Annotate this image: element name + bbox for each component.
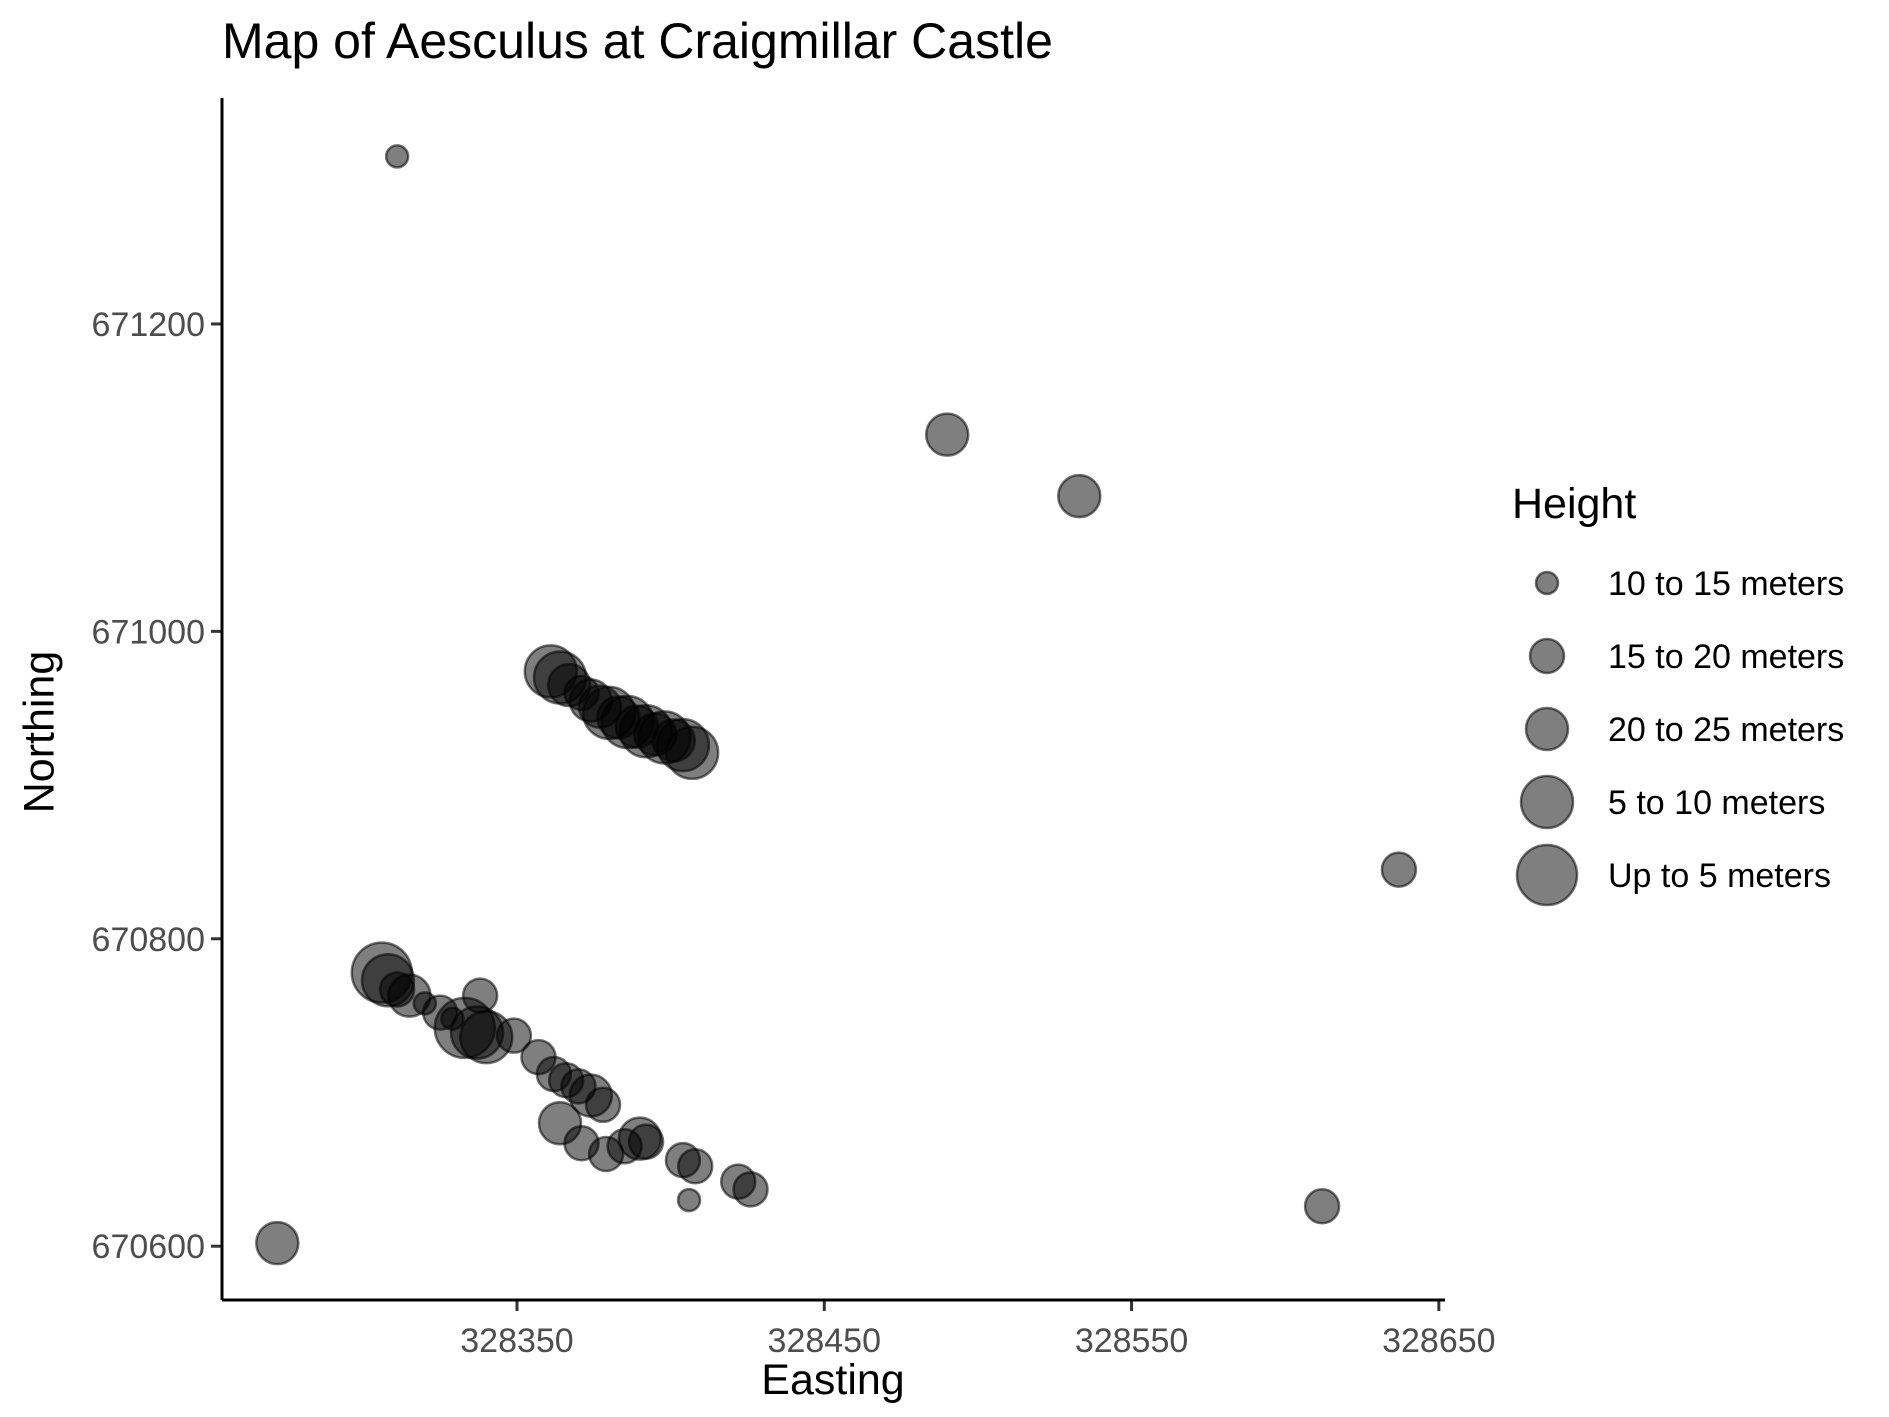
- y-tick-label: 670600: [92, 1228, 205, 1266]
- legend-key: [1524, 706, 1570, 752]
- data-point: [1303, 1187, 1341, 1225]
- legend-key: [1519, 774, 1575, 830]
- legend-key: [1515, 843, 1579, 907]
- x-tick-label: 328450: [768, 1322, 881, 1360]
- data-point: [255, 1220, 300, 1266]
- data-point: [384, 144, 410, 169]
- legend-label: 15 to 20 meters: [1608, 638, 1844, 676]
- data-point: [1380, 851, 1418, 888]
- x-tick-label: 328650: [1382, 1322, 1495, 1360]
- y-tick-label: 671000: [92, 613, 205, 651]
- y-axis-title: Northing: [15, 650, 64, 814]
- chart-title: Map of Aesculus at Craigmillar Castle: [222, 13, 1053, 69]
- legend-label: 10 to 15 meters: [1608, 565, 1844, 603]
- data-point: [461, 977, 499, 1014]
- ticks-layer: 328350 328450 328550 328650 670600 670800 6710…: [92, 306, 1496, 1360]
- legend-title: Height: [1512, 480, 1637, 528]
- points-layer: [255, 144, 1418, 1266]
- data-point: [1057, 473, 1102, 519]
- data-point: [627, 1123, 665, 1160]
- data-point: [584, 1086, 622, 1124]
- legend-key: [1534, 570, 1560, 596]
- x-tick-label: 328550: [1075, 1322, 1188, 1360]
- x-tick-label: 328350: [460, 1322, 573, 1360]
- legend-label: 5 to 10 meters: [1608, 784, 1825, 822]
- data-point: [676, 1187, 702, 1213]
- y-tick-label: 670800: [92, 921, 205, 959]
- legend-label: Up to 5 meters: [1608, 857, 1831, 895]
- data-point: [732, 1171, 769, 1208]
- data-point: [495, 1017, 533, 1054]
- y-tick-label: 671200: [92, 306, 205, 344]
- x-axis-title: Easting: [761, 1356, 905, 1404]
- legend-key: [1528, 637, 1566, 675]
- data-point: [676, 1148, 714, 1185]
- data-point: [924, 412, 970, 457]
- legend-label: 20 to 25 meters: [1608, 711, 1844, 749]
- data-point: [664, 725, 720, 781]
- legend: 10 to 15 meters 15 to 20 meters 20 to 25 m…: [1515, 565, 1844, 907]
